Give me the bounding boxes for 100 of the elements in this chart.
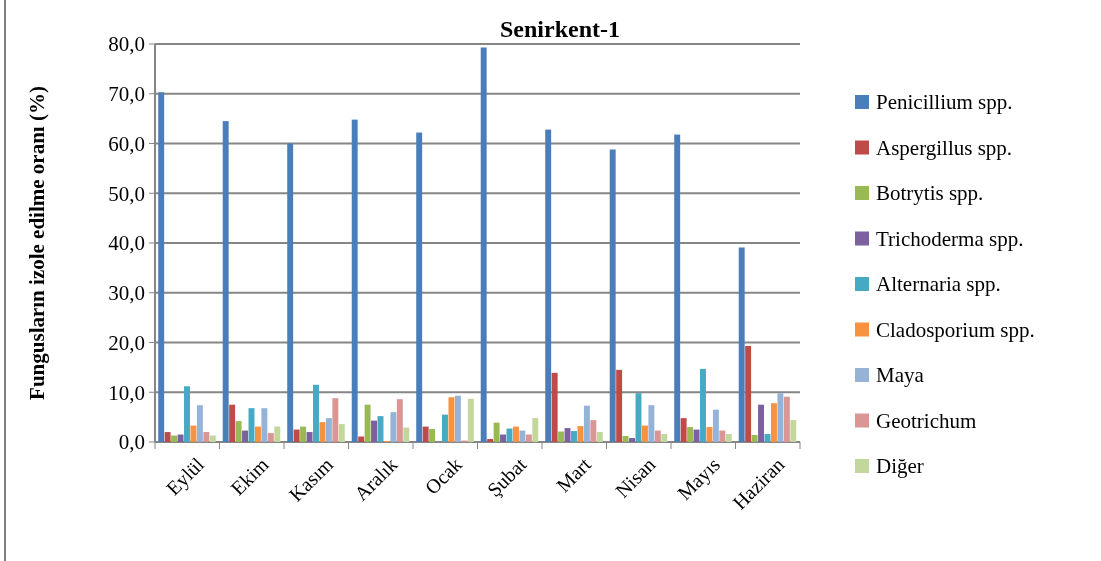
- bar: [519, 430, 526, 442]
- y-tick-label: 10,0: [108, 380, 145, 405]
- bar: [583, 405, 590, 442]
- bar: [454, 395, 461, 442]
- legend-label: Maya: [876, 363, 925, 388]
- bar: [364, 404, 371, 442]
- bar: [622, 436, 629, 442]
- y-tick-label: 20,0: [108, 330, 145, 355]
- bar: [674, 134, 681, 442]
- legend-label: Penicillium spp.: [876, 90, 1013, 115]
- bar: [616, 369, 623, 442]
- legend-label: Geotrichum: [876, 408, 977, 433]
- bar: [403, 427, 410, 442]
- bar: [629, 438, 636, 442]
- bar: [164, 432, 171, 442]
- bar: [783, 396, 790, 442]
- bar: [467, 398, 474, 442]
- bar: [532, 418, 539, 442]
- bar: [171, 435, 178, 442]
- legend-label: Trichoderma spp.: [876, 226, 1024, 251]
- bar: [790, 420, 797, 442]
- bar: [648, 405, 655, 442]
- bar: [222, 121, 229, 442]
- y-axis-title: Fungusların izole edilme oranı (%): [25, 86, 49, 400]
- y-tick-label: 50,0: [108, 181, 145, 206]
- bar: [719, 430, 726, 442]
- bar: [422, 426, 429, 442]
- bar: [325, 418, 332, 442]
- chart-title: Senirkent-1: [500, 16, 620, 42]
- bar: [551, 372, 558, 442]
- bar: [758, 404, 765, 442]
- bar: [242, 430, 249, 442]
- bar: [751, 435, 758, 442]
- bar: [687, 427, 694, 442]
- bar: [429, 429, 436, 442]
- bar: [319, 422, 326, 442]
- bar: [287, 143, 294, 442]
- bar: [261, 408, 268, 442]
- legend-label: Aspergillus spp.: [876, 135, 1013, 160]
- bar: [700, 368, 706, 442]
- bar: [235, 421, 242, 442]
- legend-label: Diğer: [876, 454, 924, 479]
- bar: [770, 403, 777, 442]
- y-tick-label: 70,0: [108, 82, 145, 107]
- bar: [313, 384, 319, 442]
- bar: [564, 428, 571, 442]
- bar: [390, 412, 397, 442]
- bar: [229, 404, 236, 442]
- bar: [571, 431, 577, 442]
- bar: [693, 429, 700, 442]
- bar: [609, 149, 616, 442]
- bar: [493, 422, 500, 442]
- y-tick-label: 60,0: [108, 131, 145, 156]
- bar: [577, 426, 584, 442]
- bar: [680, 418, 687, 442]
- y-tick-label: 30,0: [108, 281, 145, 306]
- bar: [442, 414, 448, 442]
- legend-label: Botrytis spp.: [876, 181, 984, 206]
- bar: [448, 397, 455, 442]
- bar: [338, 424, 345, 442]
- bar: [512, 426, 519, 442]
- bar: [777, 393, 784, 442]
- bar: [351, 119, 358, 442]
- bar: [706, 427, 713, 442]
- bar: [190, 425, 197, 442]
- bar: [745, 345, 752, 442]
- bar: [306, 432, 313, 442]
- bar: [416, 132, 423, 442]
- bar: [480, 47, 487, 442]
- bar: [525, 434, 532, 442]
- bar: [371, 420, 378, 442]
- y-tick-label: 0,0: [118, 430, 145, 455]
- x-tick-label: Mart: [551, 452, 596, 497]
- bar: [596, 432, 603, 442]
- y-tick-label: 80,0: [108, 32, 145, 57]
- bar: [725, 434, 732, 442]
- bar: [558, 431, 565, 442]
- bar: [177, 434, 184, 442]
- bar: [274, 426, 281, 442]
- bar: [661, 434, 668, 442]
- bar: [641, 425, 648, 442]
- bar: [203, 432, 210, 442]
- bar: [209, 435, 216, 442]
- bar: [293, 429, 300, 442]
- bar: [267, 433, 274, 442]
- bar: [332, 398, 339, 442]
- y-tick-label: 40,0: [108, 231, 145, 256]
- bar: [738, 247, 745, 442]
- legend-label: Cladosporium spp.: [876, 317, 1035, 342]
- bar: [184, 386, 190, 442]
- bar: [254, 426, 261, 442]
- bar: [590, 420, 597, 442]
- bar: [196, 405, 203, 442]
- bar: [300, 426, 307, 442]
- legend-label: Alternaria spp.: [876, 272, 1001, 297]
- bar: [487, 439, 494, 442]
- bar: [358, 436, 365, 442]
- bar: [712, 409, 719, 442]
- x-tick-label: Ocak: [420, 453, 466, 499]
- bar: [396, 399, 403, 442]
